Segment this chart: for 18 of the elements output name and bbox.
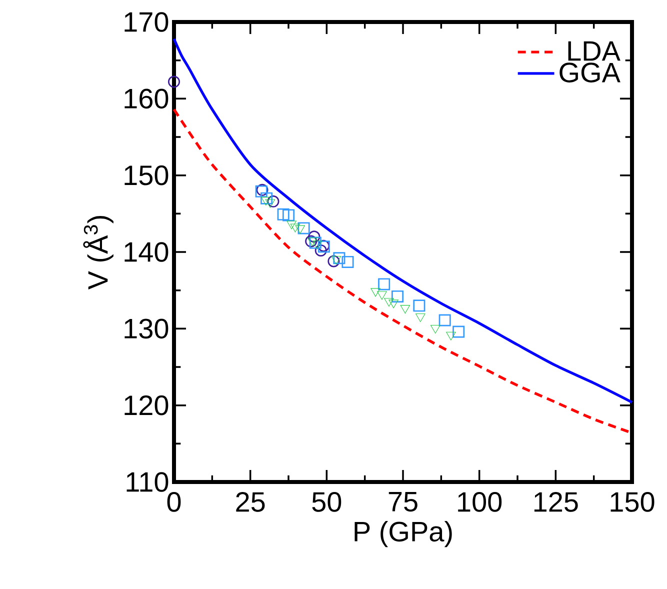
x-tick-label: 100 xyxy=(458,492,502,512)
y-axis-title: V (Å$^{3}$) xyxy=(83,216,114,290)
x-tick-label: 50 xyxy=(312,492,342,512)
x-tick-label: 75 xyxy=(388,492,418,512)
x-tick-label: 150 xyxy=(610,492,654,512)
legend-label: GGA xyxy=(560,62,620,82)
y-tick-label: 130 xyxy=(124,318,168,339)
y-tick-label: 140 xyxy=(124,242,168,262)
y-tick-label: 120 xyxy=(124,395,168,416)
y-tick-label: 150 xyxy=(124,165,168,186)
y-tick-label: 160 xyxy=(124,88,168,109)
x-tick-label: 0 xyxy=(167,492,181,512)
x-tick-label: 25 xyxy=(236,492,265,512)
legend-label: LDA xyxy=(568,41,620,61)
x-axis-title: P (GPa) xyxy=(354,521,452,548)
x-tick-label: 125 xyxy=(534,492,578,512)
y-tick-label: 110 xyxy=(126,472,168,492)
y-tick-label: 170 xyxy=(124,12,168,32)
